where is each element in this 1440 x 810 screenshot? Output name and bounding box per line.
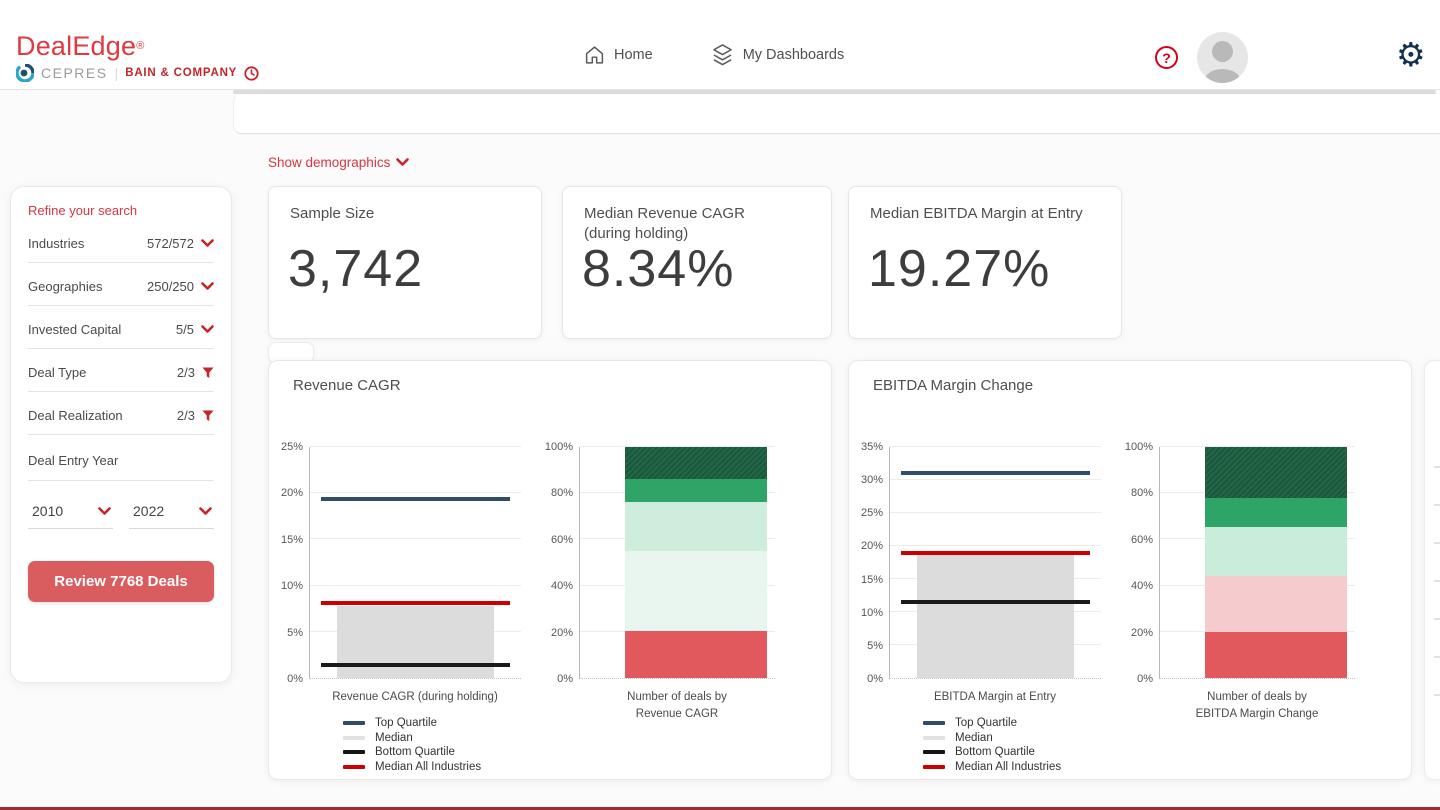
chart-card-title: Revenue CAGR: [293, 377, 401, 394]
clipped-chart-card: [1424, 360, 1440, 780]
kpi-title: Median EBITDA Margin at Entry: [870, 205, 1083, 222]
kpi-title: Sample Size: [290, 205, 375, 222]
show-demographics-link[interactable]: Show demographics: [268, 155, 410, 170]
avatar-head: [1212, 41, 1233, 62]
legend-item: Median: [923, 731, 1061, 746]
collapsed-toolbar-strip: [233, 94, 1440, 134]
help-icon[interactable]: ?: [1155, 46, 1178, 69]
bottom-border: [0, 807, 1440, 810]
cepres-label: CEPRES: [41, 65, 108, 81]
brand-divider: |: [114, 65, 119, 81]
filter-deal-type[interactable]: Deal Type 2/3: [28, 349, 214, 392]
deal-entry-year-to-select[interactable]: 2022: [129, 503, 214, 529]
chevron-down-icon: [201, 282, 214, 291]
ebitda-margin-distribution-chart: 0% 20% 40% 60% 80% 100% Number of deals by EBIT…: [1123, 441, 1355, 722]
filter-invested-capital[interactable]: Invested Capital 5/5: [28, 306, 214, 349]
legend-item: Median: [343, 731, 481, 746]
legend-item: Median All Industries: [343, 760, 481, 775]
horizontal-scrollbar[interactable]: [233, 90, 1436, 94]
chart-legend: Top Quartile Median Bottom Quartile Median …: [923, 716, 1061, 774]
cepres-logo-icon: [16, 64, 34, 82]
layers-icon: [711, 44, 734, 66]
top-header: DealEdge® CEPRES | BAIN & COMPANY: [0, 0, 1440, 90]
review-deals-button[interactable]: Review 7768 Deals: [28, 561, 214, 602]
ebitda-margin-change-card: EBITDA Margin Change 0% 5% 10% 15% 20% 25% 30%…: [848, 360, 1412, 780]
kpi-value: 8.34%: [582, 240, 735, 298]
chart-card-title: EBITDA Margin Change: [873, 377, 1034, 394]
legend-item: Median All Industries: [923, 760, 1061, 775]
show-demographics-label: Show demographics: [268, 155, 391, 170]
filter-industries[interactable]: Industries 572/572: [28, 220, 214, 263]
revenue-cagr-quartile-chart: 0% 5% 10% 15% 20% 25% Revenue CAGR (during hol…: [279, 441, 521, 722]
nav-my-dashboards-label: My Dashboards: [742, 47, 845, 63]
refine-search-panel: Refine your search Industries 572/572 Ge…: [10, 186, 232, 683]
revenue-cagr-distribution-chart: 0% 20% 40% 60% 80% 100% Number of deals by Reve…: [543, 441, 775, 722]
kpi-median-revenue-cagr: Median Revenue CAGR (during holding) 8.34…: [562, 186, 832, 339]
legend-item: Top Quartile: [343, 716, 481, 731]
kpi-median-ebitda-margin: Median EBITDA Margin at Entry 19.27%: [848, 186, 1122, 339]
kpi-title: Median Revenue CAGR (during holding): [584, 205, 745, 243]
home-icon: [584, 45, 605, 65]
funnel-icon: [202, 367, 214, 379]
legend-item: Bottom Quartile: [923, 745, 1061, 760]
avatar-shoulders: [1205, 69, 1240, 83]
chart-legend: Top Quartile Median Bottom Quartile Median …: [343, 716, 481, 774]
revenue-cagr-card: Revenue CAGR 0% 5% 10% 15% 20% 25% Revenue CAG…: [268, 360, 832, 780]
ebitda-margin-quartile-chart: 0% 5% 10% 15% 20% 25% 30% 35% EBITDA Margin at E…: [859, 441, 1101, 722]
chevron-down-icon: [201, 239, 214, 248]
chevron-down-icon: [98, 506, 111, 516]
nav-home[interactable]: Home: [584, 44, 653, 66]
brand-title: DealEdge®: [16, 31, 145, 61]
refine-search-title: Refine your search: [28, 203, 138, 218]
filter-geographies[interactable]: Geographies 250/250: [28, 263, 214, 306]
kpi-sample-size: Sample Size 3,742: [268, 186, 542, 339]
bain-label: BAIN & COMPANY: [125, 67, 238, 79]
filter-deal-realization[interactable]: Deal Realization 2/3: [28, 392, 214, 435]
funnel-icon: [202, 410, 214, 422]
chevron-down-icon: [201, 325, 214, 334]
nav-my-dashboards[interactable]: My Dashboards: [711, 44, 845, 66]
avatar[interactable]: [1197, 32, 1248, 83]
bain-clock-icon: [244, 65, 259, 81]
legend-item: Bottom Quartile: [343, 745, 481, 760]
brand-logo[interactable]: DealEdge® CEPRES | BAIN & COMPANY: [16, 33, 259, 82]
gear-icon[interactable]: ⚙: [1396, 35, 1426, 74]
chevron-down-icon: [396, 158, 410, 167]
deal-entry-year-label: Deal Entry Year: [28, 435, 214, 481]
chevron-down-icon: [199, 506, 212, 516]
deal-entry-year-from-select[interactable]: 2010: [28, 503, 113, 529]
legend-item: Top Quartile: [923, 716, 1061, 731]
kpi-value: 19.27%: [868, 240, 1051, 298]
main-nav: Home My Dashboards: [584, 44, 844, 66]
nav-home-label: Home: [614, 47, 653, 63]
kpi-value: 3,742: [288, 240, 424, 298]
